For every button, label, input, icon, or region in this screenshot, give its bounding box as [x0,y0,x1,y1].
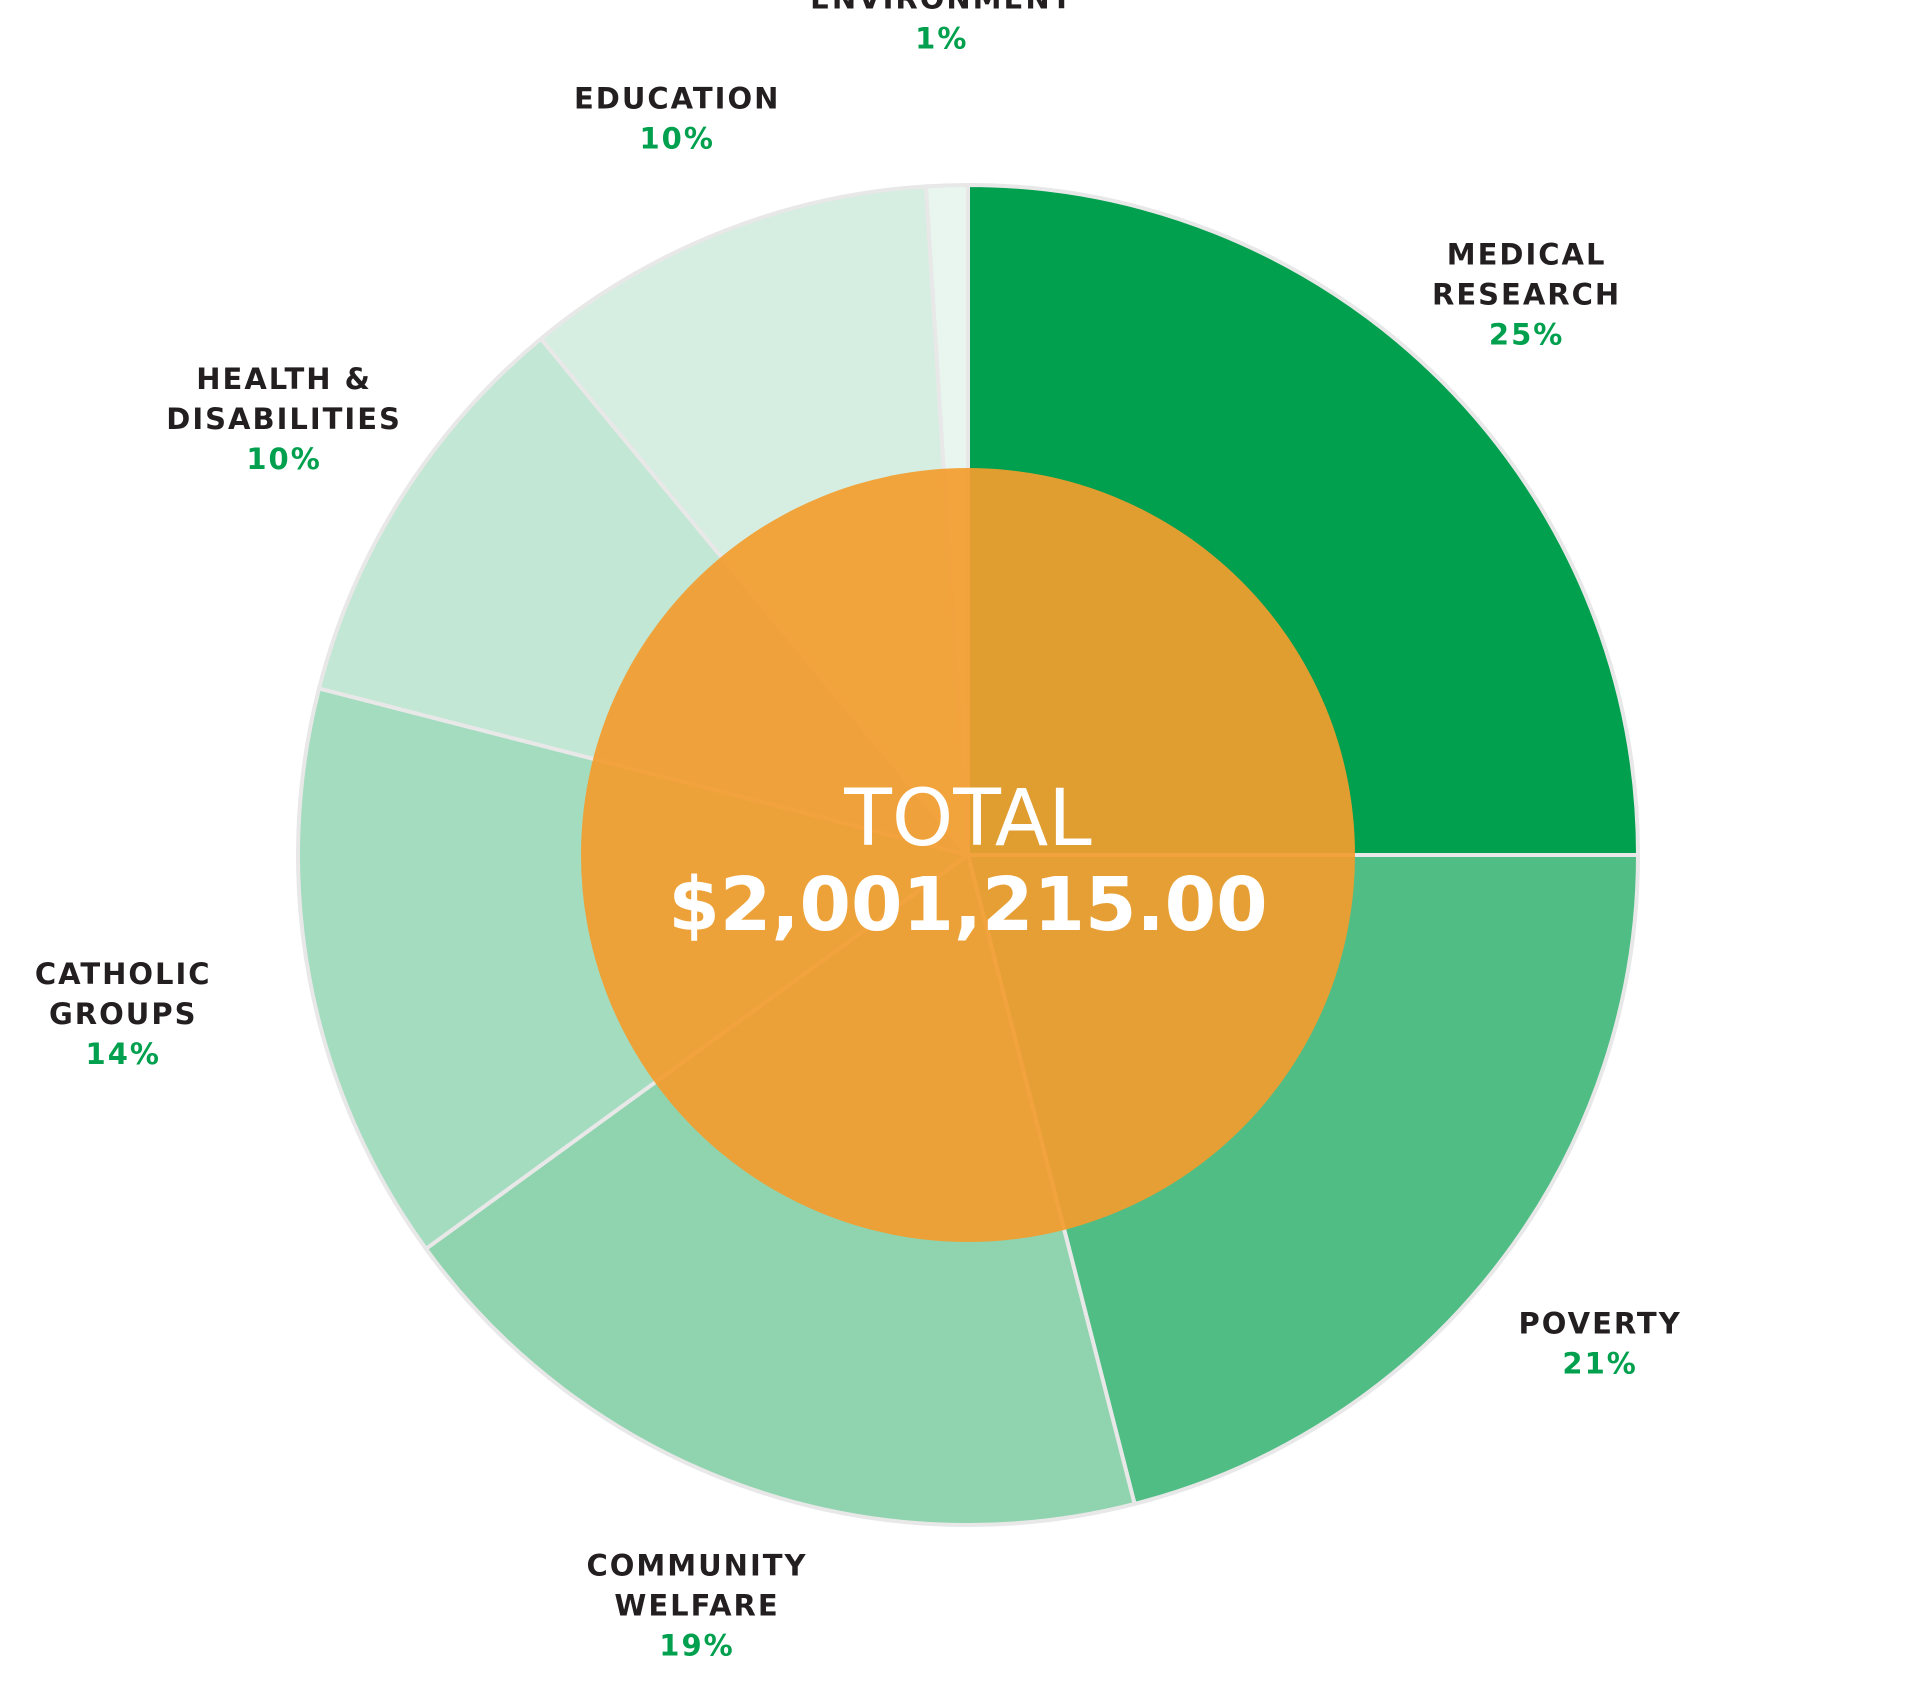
slice-label-group: MEDICAL RESEARCH 25% [1432,237,1621,351]
slice-percent-label: 19% [659,1629,734,1663]
slice-percent-label: 14% [86,1037,161,1071]
slice-percent-label: 10% [639,121,714,155]
slice-labels: MEDICAL RESEARCH 25% POVERTY 21% COMMUNITY WEL… [35,0,1682,1663]
slice-label-group: POVERTY 21% [1519,1306,1682,1380]
slice-label-group: COMMUNITY WELFARE 19% [586,1549,807,1663]
center-total-value: $2,001,215.00 [668,862,1267,948]
slice-percent-label: 1% [915,21,968,55]
slice-label-group: EDUCATION 10% [574,81,780,155]
slice-label-text: WELFARE [614,1589,779,1623]
slice-label-text: COMMUNITY [586,1549,807,1583]
slice-label-text: HEALTH & [196,362,372,396]
slice-label-text: GROUPS [49,997,197,1031]
slice-label-text: MEDICAL [1447,237,1607,271]
slice-label-group: HEALTH & DISABILITIES 10% [166,362,402,476]
slice-label-text: EDUCATION [574,81,780,115]
slice-label-text: CATHOLIC [35,957,212,991]
slice-label-text: DISABILITIES [166,402,402,436]
slice-percent-label: 25% [1489,317,1564,351]
center-total-disc [581,468,1355,1242]
slice-label-text: POVERTY [1519,1306,1682,1340]
slice-label-text: ENVIRONMENT [810,0,1073,15]
slice-label-group: CATHOLIC GROUPS 14% [35,957,212,1071]
slice-label-group: ENVIRONMENT 1% [810,0,1073,55]
slice-percent-label: 10% [246,442,321,476]
slice-label-text: RESEARCH [1432,277,1621,311]
slice-percent-label: 21% [1562,1346,1637,1380]
center-total-title: TOTAL [843,774,1092,864]
